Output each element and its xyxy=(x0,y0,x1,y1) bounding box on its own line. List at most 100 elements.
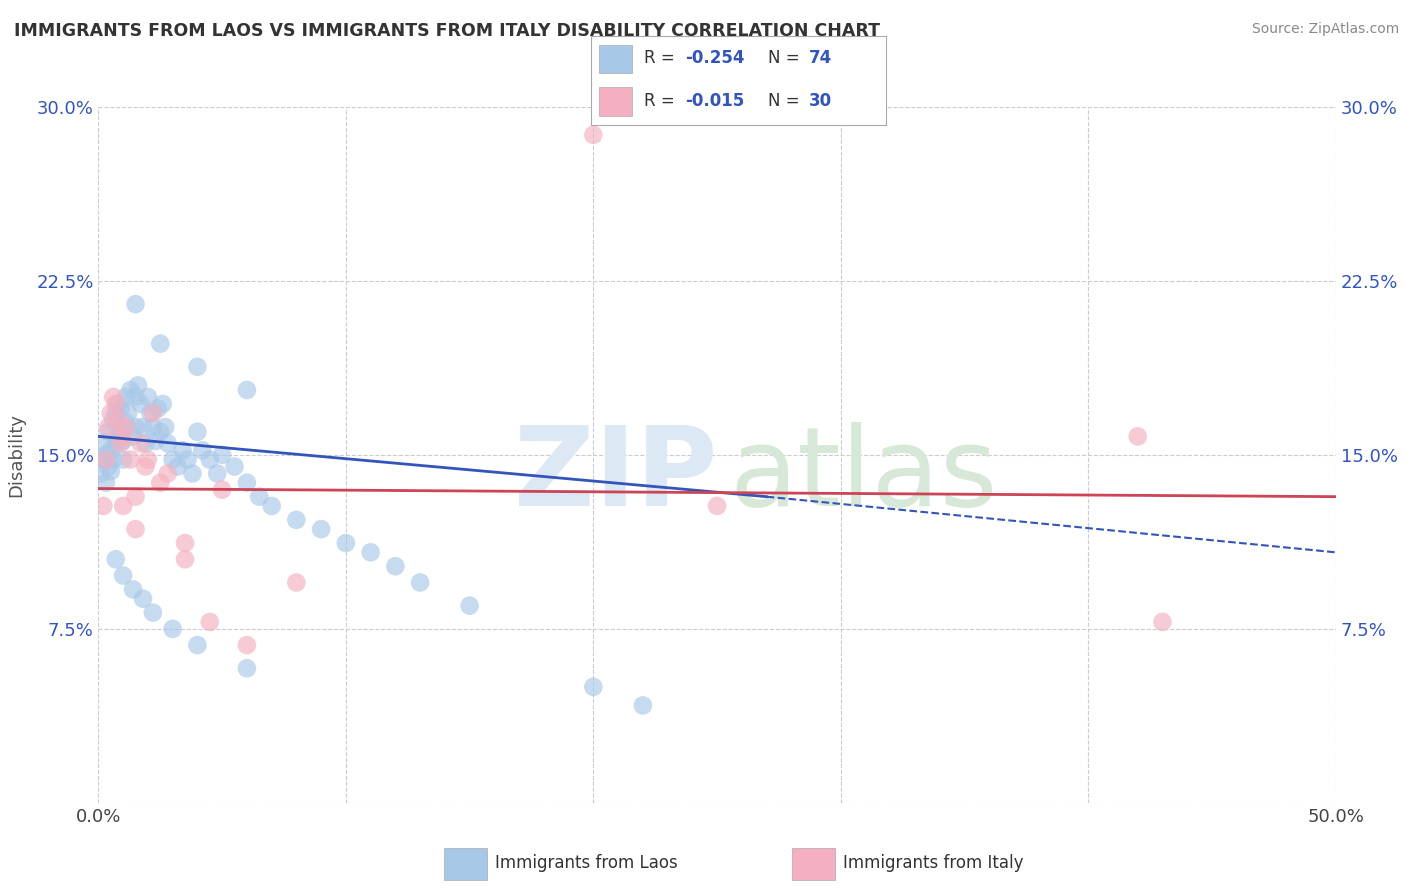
Text: N =: N = xyxy=(768,49,804,67)
Text: Source: ZipAtlas.com: Source: ZipAtlas.com xyxy=(1251,22,1399,37)
Point xyxy=(117,406,139,420)
Point xyxy=(186,638,208,652)
Point xyxy=(149,336,172,351)
Point xyxy=(706,499,728,513)
Point xyxy=(90,467,112,481)
Text: N =: N = xyxy=(768,92,804,110)
Text: IMMIGRANTS FROM LAOS VS IMMIGRANTS FROM ITALY DISABILITY CORRELATION CHART: IMMIGRANTS FROM LAOS VS IMMIGRANTS FROM … xyxy=(14,22,880,40)
Point xyxy=(127,378,149,392)
Text: atlas: atlas xyxy=(730,422,998,529)
Point xyxy=(142,420,165,434)
Y-axis label: Disability: Disability xyxy=(7,413,25,497)
Point xyxy=(110,436,132,450)
Point xyxy=(285,513,308,527)
Point xyxy=(103,452,125,467)
Point xyxy=(97,425,120,439)
Point xyxy=(149,475,172,490)
Point xyxy=(122,429,145,443)
Point xyxy=(156,467,179,481)
Point xyxy=(120,383,142,397)
Point xyxy=(124,522,146,536)
Point xyxy=(124,420,146,434)
Point xyxy=(146,401,169,416)
Point xyxy=(143,434,166,448)
FancyBboxPatch shape xyxy=(444,848,486,880)
Point xyxy=(93,452,115,467)
Point xyxy=(124,390,146,404)
Point xyxy=(110,401,132,416)
Point xyxy=(582,128,605,142)
Point xyxy=(236,661,259,675)
Point xyxy=(205,467,228,481)
Point xyxy=(124,297,146,311)
Point xyxy=(172,443,194,458)
Text: -0.254: -0.254 xyxy=(685,49,745,67)
Point xyxy=(94,475,117,490)
Point xyxy=(174,536,197,550)
Point xyxy=(94,448,117,462)
Point xyxy=(1126,429,1149,443)
Point xyxy=(335,536,357,550)
Point xyxy=(124,490,146,504)
Point xyxy=(104,397,127,411)
Point xyxy=(384,559,406,574)
Point xyxy=(211,448,233,462)
Point xyxy=(152,397,174,411)
Point xyxy=(134,459,156,474)
Point xyxy=(93,436,115,450)
Point xyxy=(122,582,145,597)
Point xyxy=(211,483,233,497)
Point xyxy=(104,406,127,420)
Point xyxy=(162,622,184,636)
Point xyxy=(162,452,184,467)
Point xyxy=(191,443,214,458)
Point xyxy=(112,499,135,513)
Point xyxy=(129,397,152,411)
Point xyxy=(136,390,159,404)
Point xyxy=(107,397,129,411)
Point xyxy=(97,420,120,434)
Point xyxy=(155,420,177,434)
Point xyxy=(260,499,283,513)
Point xyxy=(112,434,135,448)
Text: R =: R = xyxy=(644,92,679,110)
Point xyxy=(114,416,136,430)
FancyBboxPatch shape xyxy=(599,87,631,116)
Text: R =: R = xyxy=(644,49,679,67)
Point xyxy=(136,452,159,467)
Point xyxy=(582,680,605,694)
Point xyxy=(156,436,179,450)
Point xyxy=(97,459,120,474)
Point xyxy=(631,698,654,713)
FancyBboxPatch shape xyxy=(793,848,835,880)
Point xyxy=(132,591,155,606)
Point xyxy=(110,420,132,434)
Point xyxy=(236,475,259,490)
Text: -0.015: -0.015 xyxy=(685,92,744,110)
Point xyxy=(309,522,332,536)
Point xyxy=(198,615,221,629)
Point xyxy=(132,420,155,434)
Point xyxy=(94,452,117,467)
Point xyxy=(198,452,221,467)
Point xyxy=(107,429,129,443)
Point xyxy=(149,425,172,439)
Point xyxy=(114,390,136,404)
Point xyxy=(100,406,122,420)
Point xyxy=(112,429,135,443)
Point xyxy=(186,359,208,374)
Text: Immigrants from Italy: Immigrants from Italy xyxy=(842,854,1024,872)
Point xyxy=(112,568,135,582)
Point xyxy=(458,599,481,613)
Point xyxy=(112,452,135,467)
Point xyxy=(114,420,136,434)
Point xyxy=(247,490,270,504)
Point xyxy=(236,638,259,652)
Text: 30: 30 xyxy=(808,92,832,110)
Text: Immigrants from Laos: Immigrants from Laos xyxy=(495,854,678,872)
Text: 74: 74 xyxy=(808,49,832,67)
Point xyxy=(186,425,208,439)
Point xyxy=(120,452,142,467)
Point xyxy=(93,499,115,513)
Point xyxy=(174,552,197,566)
